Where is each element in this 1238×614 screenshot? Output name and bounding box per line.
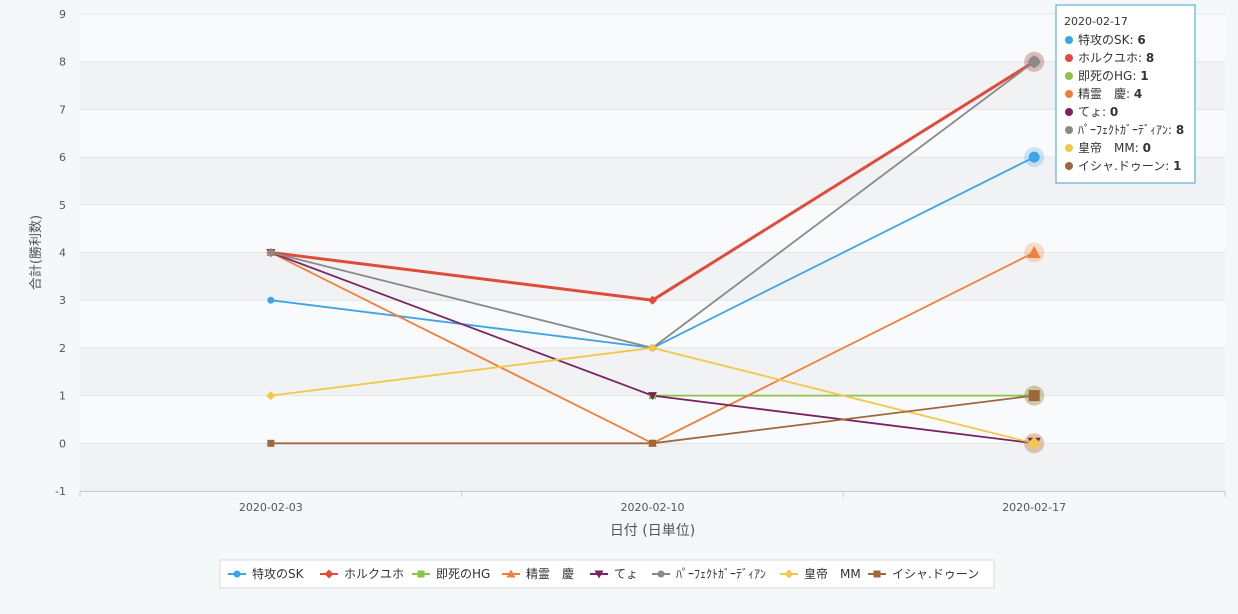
x-axis-title: 日付 (日単位): [610, 523, 695, 539]
legend-label: ﾊﾟｰﾌｪｸﾄｶﾞｰﾃﾞｨｱﾝ: [676, 567, 766, 581]
tooltip-swatch: [1065, 162, 1073, 170]
legend-label: ホルクユホ: [344, 567, 404, 581]
data-point: [1028, 56, 1040, 68]
tooltip-title: 2020-02-17: [1064, 15, 1128, 28]
legend-swatch-marker: [324, 569, 334, 579]
tooltip-row: ﾊﾟｰﾌｪｸﾄｶﾞｰﾃﾞｨｱﾝ: 8: [1078, 123, 1184, 137]
tooltip-series-value: 1: [1173, 159, 1181, 173]
y-tick-label: 0: [59, 437, 66, 450]
data-point: [267, 439, 275, 447]
y-tick-label: 6: [59, 151, 66, 164]
data-point: [267, 296, 275, 304]
plot-band: [80, 252, 1225, 301]
tooltip-swatch: [1065, 36, 1073, 44]
y-tick-label: 9: [59, 8, 66, 21]
plot-band: [80, 157, 1225, 205]
tooltip-row: イシャ.ドゥーン: 1: [1078, 159, 1181, 173]
plot-band: [80, 61, 1225, 110]
tooltip-row: てょ: 0: [1078, 105, 1118, 119]
y-tick-label: -1: [55, 485, 66, 498]
tooltip-swatch: [1065, 144, 1073, 152]
tooltip-row: ホルクユホ: 8: [1078, 51, 1154, 65]
data-point: [1028, 390, 1040, 402]
data-point: [267, 249, 275, 256]
plot-background-bands: [80, 14, 1225, 491]
x-tick-label: 2020-02-03: [239, 501, 303, 514]
data-point: [648, 392, 657, 401]
tooltip-row: 皇帝 MM: 0: [1078, 140, 1151, 155]
y-tick-label: 2: [59, 342, 66, 355]
plot-band: [80, 347, 1225, 396]
plot-band: [80, 395, 1225, 444]
y-tick-label: 1: [59, 390, 66, 403]
legend-label: イシャ.ドゥーン: [892, 567, 979, 581]
data-point: [648, 343, 657, 353]
y-axis-title: 合計(勝利数): [28, 215, 44, 290]
legend-label: 精霊 慶: [526, 567, 574, 581]
data-point: [1027, 246, 1041, 258]
legend-swatch-marker: [784, 569, 794, 579]
tooltip-row: 精霊 慶: 4: [1078, 87, 1142, 101]
tooltip-series-value: 0: [1143, 141, 1151, 155]
tooltip: 2020-02-17 特攻のSK: 6 ホルクユホ: 8 即死のHG: 1 精霊 慶: …: [1055, 4, 1196, 184]
y-tick-label: 7: [59, 103, 66, 116]
legend-swatch-marker: [657, 570, 665, 578]
tooltip-series-value: 0: [1110, 105, 1118, 119]
tooltip-series-name: てょ:: [1078, 105, 1110, 119]
tooltip-series-value: 6: [1137, 33, 1145, 47]
plot-band: [80, 204, 1225, 253]
tooltip-series-value: 1: [1140, 69, 1148, 83]
legend-swatch-marker: [594, 570, 604, 579]
tooltip-box: [1055, 4, 1196, 184]
tooltip-swatch: [1065, 72, 1073, 80]
plot-band: [80, 443, 1225, 491]
x-tick-label: 2020-02-10: [621, 501, 685, 514]
series-markers: [266, 55, 1041, 450]
tooltip-series-name: ホルクユホ:: [1078, 51, 1146, 65]
legend-label: 皇帝 MM: [804, 566, 861, 581]
legend-label: 即死のHG: [436, 567, 490, 581]
data-point: [649, 439, 656, 447]
x-axis: 2020-02-03 2020-02-10 2020-02-17: [79, 491, 1226, 514]
legend-swatch-marker: [506, 569, 516, 578]
data-point: [266, 391, 276, 401]
legend-label: てょ: [614, 567, 638, 581]
tooltip-series-value: 8: [1146, 51, 1154, 65]
tooltip-swatch: [1065, 90, 1073, 98]
tooltip-swatch: [1065, 108, 1073, 116]
y-tick-label: 8: [59, 56, 66, 69]
plot-band: [80, 14, 1225, 62]
legend-swatch-marker: [417, 570, 425, 578]
data-point: [1028, 151, 1040, 163]
tooltip-swatch: [1065, 126, 1073, 134]
tooltip-series-name: イシャ.ドゥーン:: [1078, 159, 1173, 173]
tooltip-series-value: 4: [1134, 87, 1142, 101]
plot-band: [80, 300, 1225, 348]
y-tick-label: 4: [59, 247, 66, 260]
tooltip-series-value: 8: [1176, 123, 1184, 137]
x-tick-label: 2020-02-17: [1002, 501, 1066, 514]
legend-swatch-marker: [233, 570, 241, 578]
plot-band: [80, 109, 1225, 158]
tooltip-series-name: 特攻のSK:: [1078, 32, 1137, 47]
y-axis-ticks: -1 0 1 2 3 4 5 6 7 8 9: [55, 8, 66, 498]
y-tick-label: 5: [59, 199, 66, 212]
tooltip-swatch: [1065, 54, 1073, 62]
tooltip-row: 即死のHG: 1: [1078, 69, 1149, 83]
tooltip-series-name: 精霊 慶:: [1078, 87, 1134, 101]
tooltip-series-name: 皇帝 MM:: [1078, 140, 1143, 155]
data-point: [1027, 436, 1041, 450]
tooltip-series-name: 即死のHG:: [1078, 69, 1140, 83]
tooltip-series-name: ﾊﾟｰﾌｪｸﾄｶﾞｰﾃﾞｨｱﾝ:: [1078, 123, 1176, 137]
data-point: [648, 295, 657, 305]
legend: 特攻のSK ホルクユホ 即死のHG 精霊 慶 てょ ﾊﾟｰﾌｪｸﾄｶﾞｰﾃﾞｨｱﾝ 皇帝 M…: [219, 559, 995, 589]
y-tick-label: 3: [59, 294, 66, 307]
legend-swatch-marker: [873, 570, 881, 578]
tooltip-row: 特攻のSK: 6: [1078, 32, 1146, 47]
legend-label: 特攻のSK: [252, 566, 305, 581]
